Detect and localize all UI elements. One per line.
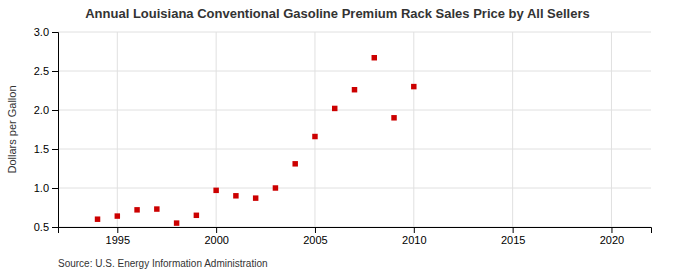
y-tick: 0.5 [34,221,58,233]
grid-line-x [512,32,513,227]
grid-line-x [314,32,315,227]
grid-line-x [117,32,118,227]
grid-line-y [58,149,651,150]
x-tick: 2015 [501,227,525,246]
point [115,213,120,218]
grid-line-y [58,71,651,72]
x-tick-label: 2015 [501,234,525,246]
x-tick-label: 1995 [106,234,130,246]
y-axis-label: Dollars per Gallon [6,85,18,173]
x-axis-line [59,228,652,234]
x-tick: 2000 [204,227,228,246]
x-tick-label: 2000 [204,234,228,246]
grid-line-x [216,32,217,227]
x-tick-mark [513,227,514,233]
point [312,134,317,139]
x-tick-label: 2020 [600,234,624,246]
grid-line-y [58,110,651,111]
y-tick-label: 1.5 [34,143,49,155]
point [372,55,377,60]
y-tick-label: 0.5 [34,221,49,233]
y-axis: 0.5 1.0 1.5 2.0 2.5 3.0 [34,26,59,233]
grid-line-x [611,32,612,227]
x-tick-mark [611,227,612,233]
y-tick: 2.5 [34,65,58,77]
x-tick-label: 2005 [303,234,327,246]
y-tick: 3.0 [34,26,58,38]
point [391,115,396,120]
x-tick: 2020 [600,227,624,246]
point [134,207,139,212]
chart: 1995 2000 2005 2010 2015 2020 0.5 1.0 1.5 2.0 2.5 3… [0,0,675,275]
annotation: Source: U.S. Energy Information Administ… [58,258,268,269]
y-tick-label: 3.0 [34,26,49,38]
point [253,195,258,200]
point [292,161,297,166]
y-tick: 1.0 [34,182,58,194]
point [154,206,159,211]
y-tick-mark [52,188,58,189]
title: Annual Louisiana Conventional Gasoline P… [85,6,590,21]
y-tick-mark [52,149,58,150]
y-tick-label: 2.5 [34,65,49,77]
x-axis: 1995 2000 2005 2010 2015 2020 [59,227,652,246]
point [213,188,218,193]
x-tick: 1995 [106,227,130,246]
y-axis-line [52,33,59,228]
y-tick: 2.0 [34,104,58,116]
y-tick-label: 1.0 [34,182,49,194]
grid-line-x [413,32,414,227]
grid [58,32,651,227]
x-tick-mark [414,227,415,233]
y-tick-mark [52,71,58,72]
point [95,216,100,221]
point [411,84,416,89]
points [95,55,417,226]
x-tick-mark [117,227,118,233]
grid-line-y [58,188,651,189]
y-tick-mark [52,110,58,111]
point [273,185,278,190]
x-tick: 2010 [402,227,426,246]
y-tick-mark [52,32,58,33]
point [194,213,199,218]
x-tick-mark [216,227,217,233]
point [233,193,238,198]
y-tick: 1.5 [34,143,58,155]
point [332,106,337,111]
y-tick-mark [52,227,58,228]
y-tick-label: 2.0 [34,104,49,116]
point [352,87,357,92]
grid-line-y [58,32,651,33]
x-tick-label: 2010 [402,234,426,246]
x-tick: 2005 [303,227,327,246]
plot-area: 1995 2000 2005 2010 2015 2020 0.5 1.0 1.5 2.0 2.5 3… [34,26,652,246]
x-tick-mark [315,227,316,233]
point [174,220,179,225]
